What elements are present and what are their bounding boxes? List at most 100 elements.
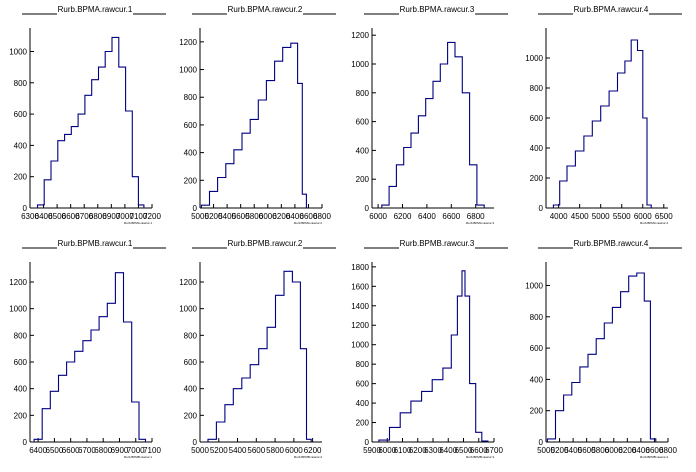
histogram-panel-7: Rurb.BPMB.rawcur.3 0 200 400 600 800 1000 1200 1… bbox=[351, 239, 508, 459]
panel-title: Rurb.BPMB.rawcur.3 bbox=[400, 239, 475, 248]
panel-title: Rurb.BPMA.rawcur.3 bbox=[400, 5, 475, 14]
title-box bbox=[227, 243, 303, 253]
title-box bbox=[399, 243, 475, 253]
panel-title: Rurb.BPMB.rawcur.4 bbox=[574, 239, 649, 248]
x-tick-label: 6600 bbox=[470, 446, 488, 455]
x-tick-label: 6800 bbox=[313, 212, 331, 221]
x-tick-label: 6400 bbox=[439, 446, 457, 455]
y-tick-label: 0 bbox=[23, 204, 28, 213]
y-tick-label: 600 bbox=[530, 344, 544, 353]
x-tick-label: 5600 bbox=[578, 446, 596, 455]
x-tick-label: 6200 bbox=[394, 212, 412, 221]
x-tick-label: 5000 bbox=[537, 446, 555, 455]
x-tick-label: 6400 bbox=[286, 212, 304, 221]
y-tick-label: 400 bbox=[530, 375, 544, 384]
x-tick-label: 6300 bbox=[21, 212, 39, 221]
y-tick-label: 0 bbox=[365, 204, 370, 213]
x-axis-title: Rurb.BPMA.rawcur.3 bbox=[466, 221, 494, 225]
x-axis-title: Rurb.BPMA.rawcur.2 bbox=[294, 221, 322, 225]
x-tick-label: 4000 bbox=[550, 212, 568, 221]
x-tick-label: 6200 bbox=[618, 446, 636, 455]
y-tick-label: 800 bbox=[356, 89, 370, 98]
x-tick-label: 6700 bbox=[78, 446, 96, 455]
x-tick-label: 5000 bbox=[191, 446, 209, 455]
y-tick-label: 1000 bbox=[9, 47, 27, 56]
y-tick-label: 800 bbox=[530, 84, 544, 93]
y-tick-label: 600 bbox=[14, 110, 28, 119]
y-tick-label: 200 bbox=[184, 411, 198, 420]
y-tick-label: 800 bbox=[356, 360, 370, 369]
histogram-series bbox=[36, 36, 145, 208]
x-tick-label: 6000 bbox=[378, 446, 396, 455]
y-tick-label: 1800 bbox=[351, 263, 369, 272]
histogram-series bbox=[200, 42, 307, 208]
x-tick-label: 5600 bbox=[247, 446, 265, 455]
histogram-panel-5: Rurb.BPMB.rawcur.1 0 200 400 600 800 1000 1200 6… bbox=[9, 239, 166, 459]
x-tick-label: 6400 bbox=[418, 212, 436, 221]
title-box bbox=[227, 9, 303, 19]
histogram-series bbox=[381, 41, 485, 208]
x-tick-label: 6800 bbox=[467, 212, 485, 221]
panel-title: Rurb.BPMB.rawcur.1 bbox=[58, 239, 133, 248]
x-tick-label: 6500 bbox=[48, 212, 66, 221]
x-tick-label: 6200 bbox=[409, 446, 427, 455]
y-tick-label: 600 bbox=[14, 358, 28, 367]
panel-title: Rurb.BPMA.rawcur.4 bbox=[574, 5, 649, 14]
y-tick-label: 1200 bbox=[179, 38, 197, 47]
y-tick-label: 200 bbox=[356, 175, 370, 184]
y-tick-label: 200 bbox=[14, 411, 28, 420]
x-tick-label: 6600 bbox=[442, 212, 460, 221]
x-tick-label: 7100 bbox=[143, 446, 161, 455]
x-tick-label: 6400 bbox=[35, 212, 53, 221]
y-tick-label: 1000 bbox=[179, 305, 197, 314]
y-tick-label: 1000 bbox=[525, 281, 543, 290]
title-box bbox=[57, 243, 133, 253]
y-tick-label: 1000 bbox=[9, 305, 27, 314]
y-tick-label: 0 bbox=[365, 438, 370, 447]
x-tick-label: 6900 bbox=[111, 446, 129, 455]
y-tick-label: 200 bbox=[530, 407, 544, 416]
histogram-panel-4: Rurb.BPMA.rawcur.4 0 200 400 600 800 1000 4000 4… bbox=[525, 5, 682, 225]
y-tick-label: 800 bbox=[14, 331, 28, 340]
y-tick-label: 200 bbox=[530, 174, 544, 183]
x-axis-title: Rurb.BPMB.rawcur.1 bbox=[124, 455, 152, 459]
y-tick-label: 800 bbox=[14, 79, 28, 88]
y-tick-label: 800 bbox=[530, 313, 544, 322]
x-axis-title: Rurb.BPMA.rawcur.1 bbox=[124, 221, 152, 225]
x-tick-label: 6600 bbox=[62, 446, 80, 455]
x-tick-label: 5200 bbox=[551, 446, 569, 455]
histogram-series bbox=[552, 39, 652, 208]
x-tick-label: 6800 bbox=[94, 446, 112, 455]
y-tick-label: 400 bbox=[184, 385, 198, 394]
x-tick-label: 5400 bbox=[564, 446, 582, 455]
x-tick-label: 6700 bbox=[75, 212, 93, 221]
x-tick-label: 5600 bbox=[232, 212, 250, 221]
histogram-series bbox=[33, 272, 147, 442]
title-box bbox=[57, 9, 133, 19]
y-tick-label: 1400 bbox=[351, 302, 369, 311]
y-tick-label: 600 bbox=[356, 380, 370, 389]
title-box bbox=[573, 9, 649, 19]
x-tick-label: 5800 bbox=[245, 212, 263, 221]
x-tick-label: 5500 bbox=[613, 212, 631, 221]
x-tick-label: 5200 bbox=[210, 446, 228, 455]
x-tick-label: 6600 bbox=[62, 212, 80, 221]
histogram-panel-2: Rurb.BPMA.rawcur.2 0 200 400 600 800 1000 1200 5… bbox=[179, 5, 336, 225]
y-tick-label: 0 bbox=[23, 438, 28, 447]
y-tick-label: 400 bbox=[356, 146, 370, 155]
y-tick-label: 200 bbox=[14, 173, 28, 182]
x-tick-label: 6300 bbox=[424, 446, 442, 455]
x-tick-label: 6100 bbox=[394, 446, 412, 455]
y-tick-label: 400 bbox=[14, 385, 28, 394]
panel-title: Rurb.BPMA.rawcur.2 bbox=[228, 5, 303, 14]
x-tick-label: 6600 bbox=[300, 212, 318, 221]
x-axis-title: Rurb.BPMB.rawcur.4 bbox=[640, 455, 668, 459]
x-tick-label: 6200 bbox=[304, 446, 322, 455]
y-tick-label: 200 bbox=[356, 419, 370, 428]
x-tick-label: 5400 bbox=[229, 446, 247, 455]
y-tick-label: 1200 bbox=[351, 321, 369, 330]
y-tick-label: 1200 bbox=[351, 31, 369, 40]
y-tick-label: 200 bbox=[184, 176, 198, 185]
y-tick-label: 1000 bbox=[351, 341, 369, 350]
